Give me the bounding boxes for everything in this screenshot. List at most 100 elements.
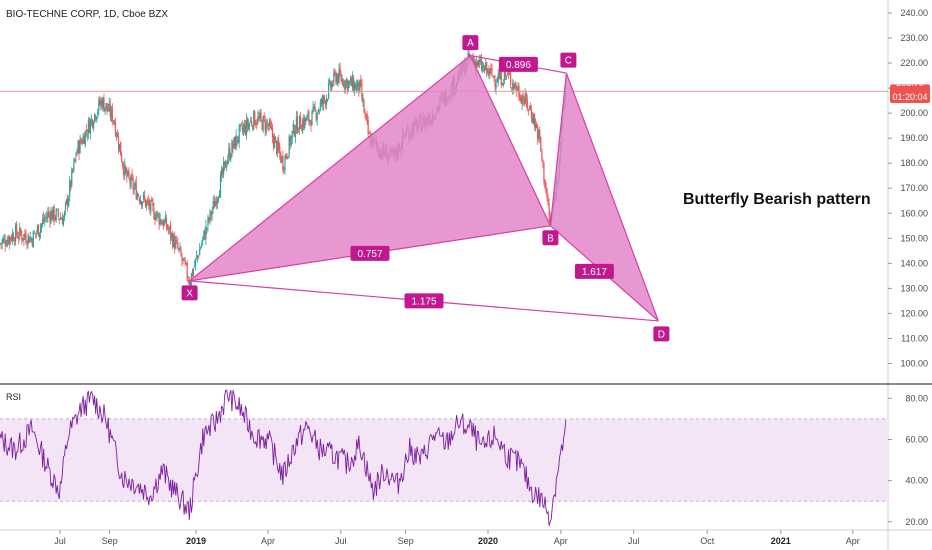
candle-body	[514, 84, 516, 88]
candle-body	[184, 260, 186, 264]
price-tick-label: 240.00	[900, 8, 928, 18]
candle-body	[245, 119, 248, 136]
candle-body	[98, 99, 100, 111]
candle-body	[213, 200, 215, 209]
candle-body	[9, 237, 11, 240]
candle-body	[506, 73, 509, 75]
candle-body	[112, 120, 114, 122]
price-tick-label: 140.00	[900, 258, 928, 268]
candle-body	[85, 130, 87, 133]
candle-body	[84, 130, 86, 146]
candle-body	[122, 161, 124, 167]
candle-body	[149, 203, 151, 210]
candle-body	[540, 136, 542, 151]
candle-body	[147, 199, 149, 202]
candle-body	[29, 237, 31, 242]
candle-body	[159, 218, 161, 225]
candle-body	[346, 79, 348, 91]
candle-body	[509, 72, 511, 75]
time-tick-label: Apr	[261, 536, 275, 546]
candle-body	[359, 79, 361, 93]
candle-body	[157, 213, 159, 215]
candle-body	[503, 70, 505, 81]
candle-body	[6, 239, 8, 246]
candle-body	[111, 106, 113, 123]
candle-body	[264, 120, 266, 131]
pattern-point-c-box	[560, 52, 577, 68]
candle-body	[270, 126, 273, 129]
candle-body	[95, 115, 97, 120]
candle-body	[345, 80, 347, 83]
candle-body	[201, 243, 203, 247]
candle-body	[148, 200, 150, 205]
candle-body	[113, 122, 115, 125]
candle-body	[265, 121, 267, 134]
candle-body	[208, 218, 210, 221]
candle-body	[53, 205, 55, 221]
candle-body	[7, 237, 9, 244]
candle-body	[320, 98, 322, 105]
candle-body	[136, 193, 138, 200]
candle-body	[312, 107, 314, 112]
candle-body	[120, 141, 122, 156]
candle-body	[106, 102, 108, 110]
candle-body	[494, 80, 496, 87]
candle-body	[287, 156, 289, 159]
candle-body	[335, 73, 337, 83]
candle-body	[49, 213, 51, 222]
candle-body	[36, 226, 39, 232]
candle-body	[119, 144, 121, 151]
candle-body	[247, 124, 250, 129]
candle-body	[484, 67, 486, 72]
candle-body	[99, 100, 101, 105]
candle-body	[138, 198, 140, 202]
candle-body	[293, 124, 295, 137]
candle-body	[240, 123, 242, 125]
candle-body	[511, 87, 513, 89]
candle-body	[185, 262, 187, 264]
candle-body	[496, 81, 498, 83]
candle-body	[93, 124, 95, 129]
pattern-point-x-box	[181, 285, 198, 301]
candle-body	[364, 112, 366, 114]
candle-body	[361, 84, 363, 100]
candle-body	[259, 113, 261, 119]
candle-body	[313, 106, 315, 110]
candle-body	[55, 209, 57, 221]
ratio-badge-1-175: 1.175	[411, 296, 436, 307]
candle-body	[254, 112, 256, 126]
candle-body	[354, 83, 356, 93]
candle-body	[500, 67, 502, 86]
candle-body	[74, 158, 76, 162]
time-tick-label: Jul	[54, 536, 66, 546]
candle-body	[166, 225, 169, 230]
candle-body	[261, 120, 263, 130]
candle-body	[310, 122, 312, 127]
candle-body	[131, 173, 133, 180]
candle-body	[281, 156, 283, 162]
candle-body	[324, 100, 327, 105]
candle-body	[58, 219, 60, 220]
candle-body	[59, 217, 61, 220]
time-tick-label: Jul	[628, 536, 640, 546]
pattern-labels: X A B C D 0.896 0.757 1.617 1.175	[181, 35, 670, 342]
candle-body	[272, 135, 275, 147]
candle-body	[26, 244, 28, 246]
countdown-badge	[890, 90, 930, 103]
candle-body	[273, 137, 276, 149]
candle-body	[88, 121, 91, 133]
candle-body	[128, 171, 130, 178]
price-tick-label: 170.00	[900, 183, 928, 193]
candle-body	[338, 69, 340, 84]
candle-body	[236, 136, 238, 143]
candle-body	[536, 123, 538, 129]
candle-body	[330, 82, 332, 89]
candle-body	[175, 240, 177, 249]
candle-body	[18, 236, 20, 239]
candle-body	[12, 234, 15, 241]
candle-body	[529, 106, 531, 111]
candle-body	[288, 136, 290, 157]
candle-body	[243, 124, 245, 130]
candle-body	[189, 283, 191, 286]
candle-body	[286, 155, 288, 158]
